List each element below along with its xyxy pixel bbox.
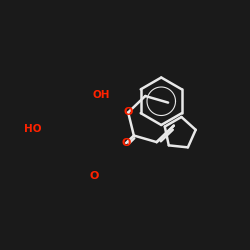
Text: OH: OH (92, 90, 110, 100)
Text: O: O (122, 138, 131, 148)
Text: HO: HO (24, 124, 41, 134)
Text: O: O (89, 171, 99, 181)
Text: O: O (124, 108, 133, 118)
